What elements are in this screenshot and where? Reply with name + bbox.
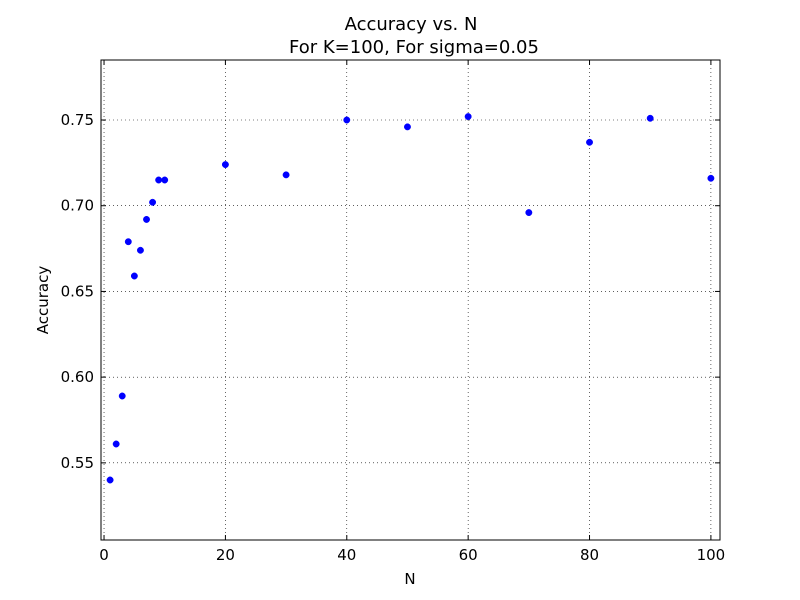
y-axis-label: Accuracy: [34, 266, 52, 335]
x-tick-label: 40: [337, 546, 356, 564]
axis-ticks: 0 20 40 60 80 100 0.55 0.60 0.65 0.70 0.75: [61, 60, 726, 564]
data-point: [161, 176, 169, 184]
x-tick-label: 20: [216, 546, 235, 564]
data-point: [404, 123, 411, 131]
data-point: [707, 174, 715, 182]
data-point: [124, 238, 132, 246]
data-point: [646, 114, 654, 122]
data-point: [149, 198, 157, 206]
data-point: [525, 209, 533, 217]
x-tick-label: 60: [459, 546, 478, 564]
data-point: [221, 161, 229, 169]
x-tick-label: 80: [580, 546, 599, 564]
plot-frame: [100, 59, 721, 541]
data-point: [118, 392, 126, 400]
y-tick-label: 0.75: [61, 111, 94, 129]
y-tick-label: 0.65: [61, 282, 94, 300]
grid: [101, 60, 720, 540]
x-axis-label: N: [404, 570, 415, 588]
data-point: [136, 246, 144, 254]
x-tick-label: 100: [697, 546, 726, 564]
x-tick-label: 0: [99, 546, 109, 564]
y-tick-label: 0.70: [61, 197, 94, 215]
chart-title: Accuracy vs. N: [345, 14, 478, 35]
data-point: [130, 272, 138, 280]
data-point: [464, 113, 472, 121]
y-tick-label: 0.60: [61, 368, 94, 386]
data-point: [143, 215, 150, 223]
data-point: [112, 440, 120, 448]
data-point: [343, 116, 351, 124]
data-point: [282, 171, 290, 179]
data-point: [106, 476, 114, 484]
data-point: [155, 176, 163, 184]
data-points: [106, 113, 715, 484]
y-tick-label: 0.55: [61, 454, 94, 472]
chart-subtitle: For K=100, For sigma=0.05: [289, 37, 539, 58]
data-point: [586, 138, 593, 146]
